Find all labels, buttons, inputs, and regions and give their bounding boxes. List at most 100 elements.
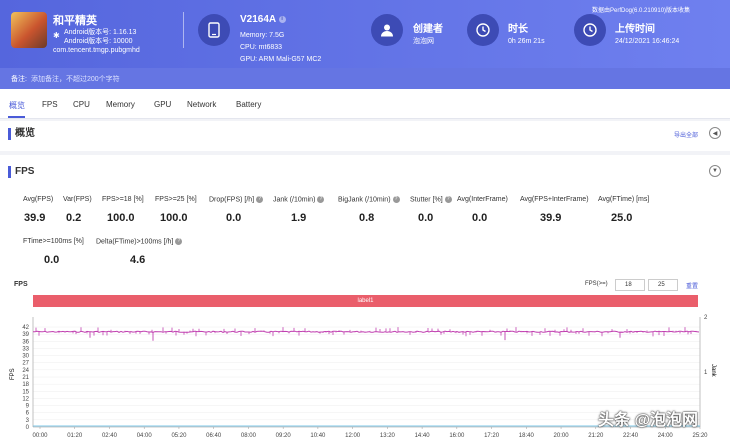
note-input[interactable]: 添加备注，不超过200个字符 — [30, 76, 120, 83]
watermark: 头条 @泡泡网 — [598, 412, 699, 429]
y-tick-label: 27 — [22, 361, 29, 367]
y-tick-label: 15 — [22, 389, 29, 395]
android-code: Android版本号: 10000 — [64, 38, 133, 45]
phone-icon — [198, 14, 230, 46]
y-tick-label: 6 — [26, 411, 30, 417]
divider — [183, 12, 184, 48]
y-tick-label: 33 — [22, 346, 29, 352]
metric-label: Delta(FTime)>100ms [/h]? — [96, 238, 183, 245]
tab-cpu[interactable]: CPU — [73, 100, 90, 109]
y2-tick-label: 1 — [704, 370, 708, 376]
collapse-down-icon[interactable]: ▼ — [709, 165, 721, 177]
metric-label: FPS>=18 [%] — [102, 196, 144, 203]
y-tick-label: 0 — [26, 425, 30, 431]
x-tick-label: 25:20 — [692, 433, 708, 439]
duration-label: 时长 — [508, 24, 528, 35]
metric-label: Jank (/10min)? — [273, 196, 325, 203]
help-icon[interactable]: ? — [256, 196, 264, 203]
x-tick-label: 09:20 — [276, 433, 292, 439]
report-header: 和平精英 ✱ Android版本号: 1.16.13 Android版本号: 1… — [0, 0, 730, 68]
x-tick-label: 02:40 — [102, 433, 118, 439]
fps-threshold-input[interactable]: 18 — [615, 279, 645, 291]
fps-threshold-input[interactable]: 25 — [648, 279, 678, 291]
x-tick-label: 20:00 — [554, 433, 570, 439]
y-tick-label: 18 — [22, 382, 29, 388]
fps-threshold-label: FPS(>=) — [585, 281, 608, 287]
metric-label: Avg(FPS+InterFrame) — [520, 196, 589, 203]
metric-label: BigJank (/10min)? — [338, 196, 400, 203]
metric-label: Drop(FPS) [/h]? — [209, 196, 264, 203]
info-icon[interactable]: i — [278, 15, 286, 23]
tab-fps[interactable]: FPS — [42, 100, 58, 109]
metric-value: 39.9 — [540, 212, 562, 224]
tab-gpu[interactable]: GPU — [154, 100, 172, 109]
help-icon[interactable]: ? — [175, 238, 183, 245]
metric-value: 0.2 — [66, 212, 82, 224]
y-tick-label: 39 — [22, 332, 29, 338]
creator-label: 创建者 — [413, 24, 443, 35]
app-icon — [11, 12, 47, 48]
y-tick-label: 24 — [22, 368, 29, 374]
x-tick-label: 18:40 — [519, 433, 535, 439]
x-tick-label: 10:40 — [310, 433, 326, 439]
note-bar[interactable]: 备注: 添加备注，不超过200个字符 — [0, 68, 730, 89]
metric-label: FPS>=25 [%] — [155, 196, 197, 203]
collapse-left-icon[interactable]: ◀ — [709, 127, 721, 139]
tab-network[interactable]: Network — [187, 100, 217, 109]
metric-value: 100.0 — [160, 212, 188, 224]
x-tick-label: 17:20 — [484, 433, 500, 439]
x-tick-label: 06:40 — [206, 433, 222, 439]
reset-link[interactable]: 重置 — [686, 284, 699, 290]
y-tick-label: 9 — [26, 404, 30, 410]
android-version: Android版本号: 1.16.13 — [64, 29, 137, 36]
metric-value: 0.8 — [359, 212, 375, 224]
tab-overview[interactable]: 概览 — [9, 101, 25, 110]
metric-label: Avg(InterFrame) — [457, 196, 508, 203]
metric-value: 0.0 — [472, 212, 488, 224]
x-tick-label: 14:40 — [415, 433, 431, 439]
x-tick-label: 24:00 — [658, 433, 674, 439]
device-cpu: CPU: mt6833 — [240, 44, 283, 51]
tab-memory[interactable]: Memory — [106, 100, 135, 109]
metric-value: 1.9 — [291, 212, 307, 224]
metric-value: 100.0 — [107, 212, 135, 224]
metric-value: 0.0 — [44, 254, 60, 266]
help-icon[interactable]: ? — [317, 196, 325, 203]
y-tick-label: 42 — [22, 325, 29, 331]
metric-value: 4.6 — [130, 254, 146, 266]
metric-label: Var(FPS) — [63, 196, 92, 203]
active-tab-indicator — [8, 116, 25, 118]
device-memory: Memory: 7.5G — [240, 32, 285, 39]
user-icon — [371, 14, 403, 46]
note-label: 备注: — [11, 76, 27, 83]
metric-label: FTime>=100ms [%] — [23, 238, 84, 245]
y-tick-label: 36 — [22, 339, 29, 345]
y2-axis-title: Jank — [710, 364, 716, 378]
x-tick-label: 05:20 — [171, 433, 187, 439]
metric-value: 0.0 — [418, 212, 434, 224]
tab-battery[interactable]: Battery — [236, 100, 262, 109]
app-name: 和平精英 — [53, 15, 97, 27]
upload-label: 上传时间 — [615, 24, 655, 35]
upload-clock-icon — [574, 14, 606, 46]
android-icon: ✱ — [53, 31, 60, 40]
label-bar[interactable]: label1 — [33, 295, 698, 307]
metric-label: Stutter [%]? — [410, 196, 452, 203]
clock-icon — [467, 14, 499, 46]
metric-value: 39.9 — [24, 212, 46, 224]
creator-value: 泡泡网 — [413, 38, 434, 45]
help-icon[interactable]: ? — [392, 196, 400, 203]
y-tick-label: 3 — [26, 418, 30, 424]
x-tick-label: 00:00 — [32, 433, 48, 439]
help-icon[interactable]: ? — [444, 196, 452, 203]
metric-value: 0.0 — [226, 212, 242, 224]
y-tick-label: 30 — [22, 354, 29, 360]
x-tick-label: 04:00 — [137, 433, 153, 439]
y-tick-label: 21 — [22, 375, 29, 381]
export-all-link[interactable]: 导出全部 — [674, 133, 699, 139]
x-tick-label: 12:00 — [345, 433, 361, 439]
y-axis-title: FPS — [10, 368, 16, 380]
metric-label: Avg(FPS) — [23, 196, 54, 203]
package-name: com.tencent.tmgp.pubgmhd — [53, 47, 140, 54]
